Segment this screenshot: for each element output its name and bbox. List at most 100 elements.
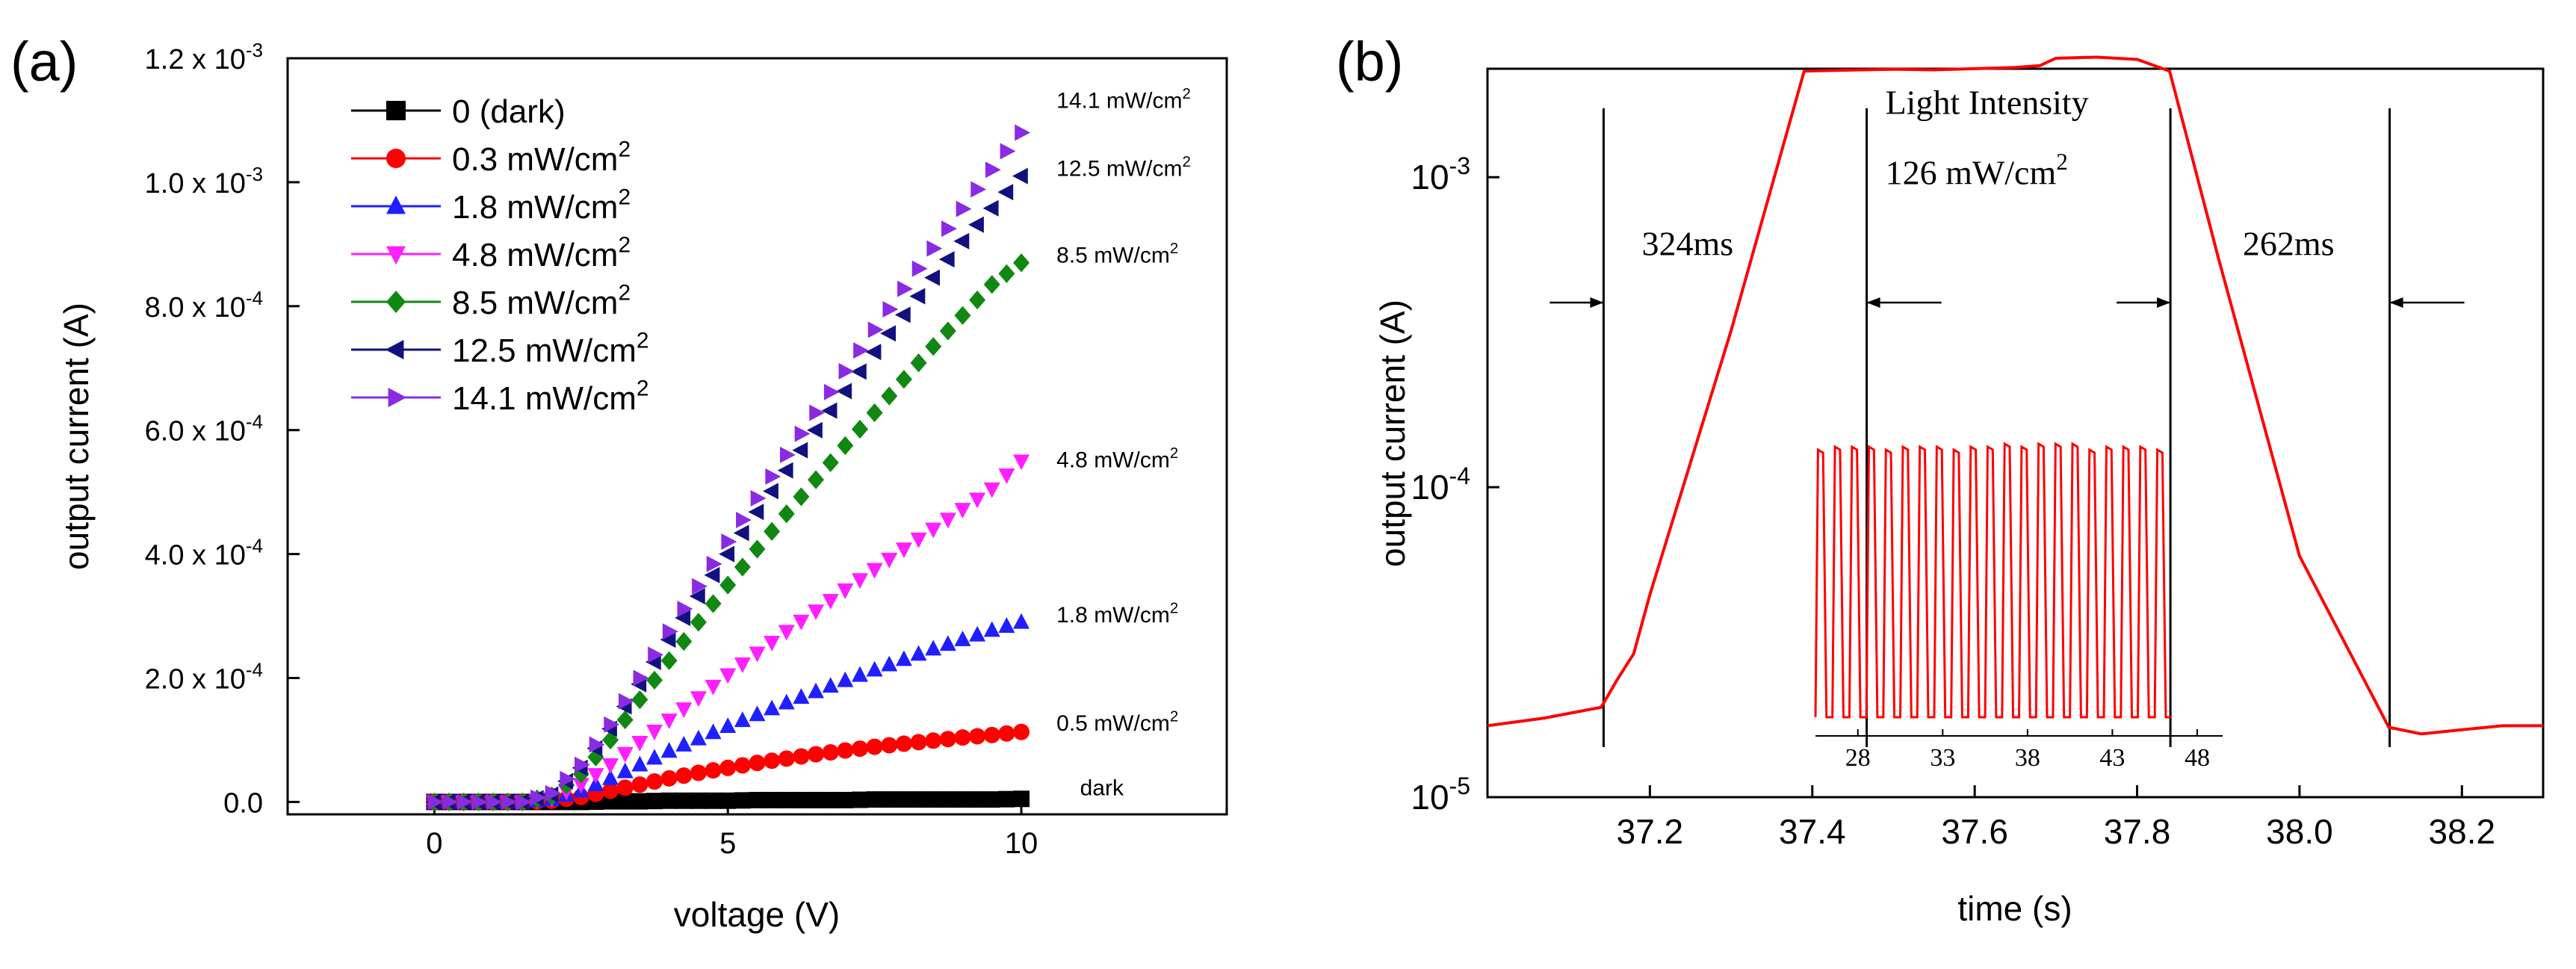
fall-left-arrow-head	[2157, 297, 2171, 308]
legend-label-sup: 2	[618, 281, 631, 306]
data-point	[705, 792, 722, 809]
curve-annotation-base: 4.8 mW/cm	[1056, 448, 1170, 472]
data-point	[646, 773, 663, 790]
curve-annotation-base: 0.5 mW/cm	[1056, 711, 1170, 736]
data-point	[427, 793, 444, 811]
data-point	[648, 646, 664, 663]
legend-label-base: 8.5 mW/cm	[452, 285, 618, 321]
x-tick-label: 37.6	[1941, 812, 2008, 851]
data-point	[808, 746, 825, 763]
y-tick-label: 10-5	[1411, 773, 1470, 817]
data-point	[705, 762, 722, 779]
data-point	[969, 625, 986, 642]
data-point	[983, 726, 1000, 743]
data-point	[631, 690, 648, 710]
data-point	[734, 711, 751, 728]
data-point	[719, 792, 737, 809]
panel-b-y-axis-label: output current (A)	[1373, 300, 1412, 567]
data-point	[778, 791, 795, 808]
data-point	[660, 770, 678, 787]
data-point	[851, 740, 868, 758]
y-tick-exponent: -4	[1449, 462, 1470, 489]
rise-left-arrow-head	[1590, 297, 1604, 308]
curve-annotation: 4.8 mW/cm2	[1056, 445, 1178, 473]
data-point	[646, 670, 663, 690]
curve-annotation-sup: 2	[1183, 154, 1191, 170]
data-point	[969, 290, 986, 310]
data-point	[808, 791, 825, 808]
legend-label: 0.3 mW/cm2	[452, 137, 631, 178]
data-point	[633, 669, 649, 687]
data-point	[895, 735, 912, 752]
data-point	[865, 344, 882, 361]
curve-annotation: 8.5 mW/cm2	[1056, 241, 1178, 268]
inset-tick-label: 43	[2099, 744, 2125, 772]
data-point	[604, 716, 620, 733]
data-point	[719, 759, 737, 776]
legend-label: 12.5 mW/cm2	[452, 329, 649, 369]
data-point	[631, 776, 648, 793]
data-point	[793, 487, 810, 507]
data-point	[997, 184, 1014, 201]
data-point	[822, 677, 839, 693]
curve-annotation-base: dark	[1080, 775, 1124, 800]
data-point	[925, 791, 942, 808]
data-point	[939, 513, 956, 529]
data-point	[748, 504, 764, 521]
legend-label: 0 (dark)	[452, 93, 566, 130]
legend-label-base: 14.1 mW/cm	[452, 380, 637, 417]
panel-a-series	[425, 124, 1031, 812]
data-point	[910, 532, 927, 548]
y-tick-exponent: -3	[1449, 152, 1470, 179]
data-point	[983, 482, 1000, 498]
data-point	[618, 693, 634, 710]
y-tick-exponent: -4	[246, 659, 263, 681]
data-point	[662, 623, 678, 640]
legend-label: 14.1 mW/cm2	[452, 377, 649, 417]
y-tick-label: 4.0 x 10-4	[145, 535, 263, 572]
data-point	[675, 702, 693, 719]
data-point	[969, 728, 986, 745]
data-point	[705, 594, 722, 613]
intensity-annotation-sup: 2	[2056, 149, 2068, 175]
data-point	[939, 791, 956, 808]
data-point	[983, 791, 1000, 808]
data-point	[704, 566, 720, 583]
y-tick-mantissa: 8.0	[145, 292, 185, 323]
data-point	[660, 631, 676, 648]
data-point	[705, 679, 722, 696]
data-point	[954, 791, 971, 808]
data-point	[690, 729, 707, 746]
x-tick-label: 37.8	[2104, 812, 2171, 851]
data-point	[910, 791, 927, 808]
curve-annotation: 1.8 mW/cm2	[1056, 600, 1178, 628]
curve-annotation-sup: 2	[1170, 241, 1178, 257]
data-point	[821, 402, 837, 419]
data-point	[734, 792, 751, 809]
data-point	[1013, 790, 1030, 808]
data-point	[749, 791, 766, 808]
data-point	[734, 557, 751, 577]
panel-a-x-ticks: 0 5 10	[426, 802, 1038, 860]
data-point	[910, 645, 927, 661]
series-6	[427, 124, 1031, 811]
current-trace-line	[1487, 55, 2543, 736]
data-point	[837, 671, 854, 687]
x-tick-label: 38.2	[2429, 812, 2496, 851]
legend-label: 1.8 mW/cm2	[452, 185, 631, 226]
data-point	[763, 483, 778, 500]
y-tick-times: x 10	[184, 168, 245, 199]
data-point	[911, 260, 928, 277]
data-point	[838, 362, 855, 380]
panel-a-x-axis-label: voltage (V)	[674, 895, 840, 934]
data-point	[690, 792, 707, 809]
data-point	[1013, 454, 1030, 471]
data-point	[851, 666, 868, 682]
data-point	[764, 636, 781, 651]
curve-annotation: 12.5 mW/cm2	[1056, 154, 1191, 182]
data-point	[602, 769, 619, 785]
data-point	[837, 742, 854, 759]
data-point	[616, 793, 634, 810]
